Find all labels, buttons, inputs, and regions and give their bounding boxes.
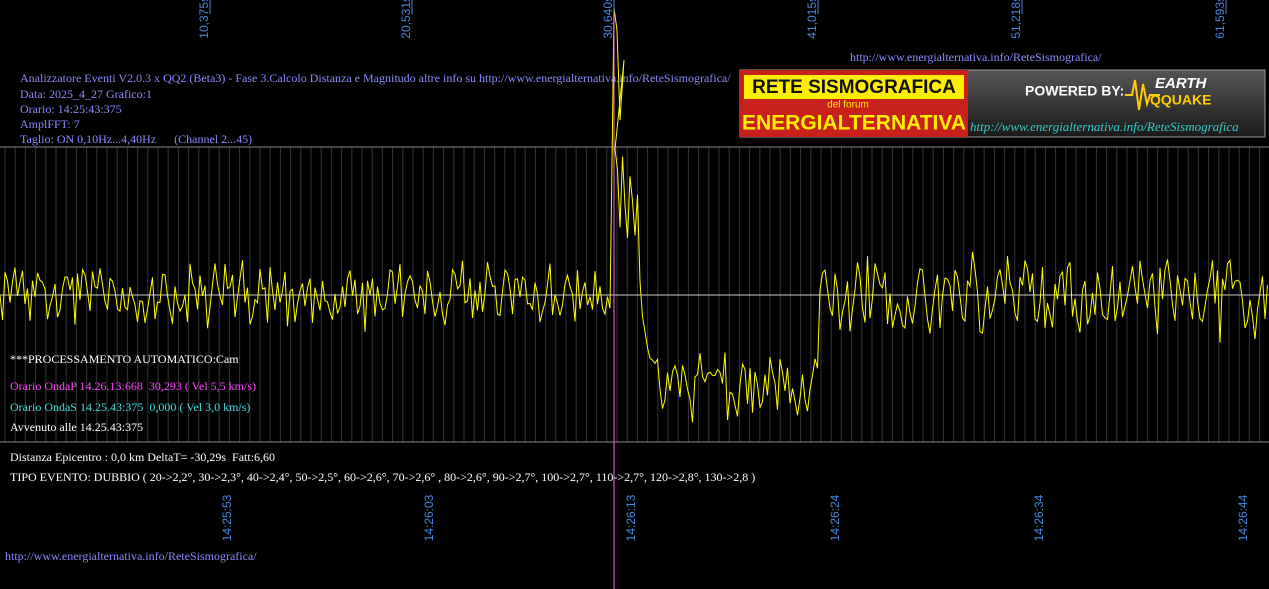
top-tick-label: 10,375s [197, 0, 211, 39]
logo-subtitle: del forum [827, 100, 869, 111]
processing-label: ***PROCESSAMENTO AUTOMATICO:Cam [10, 352, 239, 366]
onda-s: Orario OndaS 14.25.43:375 0,000 ( Vel 3,… [10, 400, 250, 414]
top-tick-label: 20,531s [399, 0, 413, 39]
distance: Distanza Epicentro : 0,0 km DeltaT= -30,… [10, 450, 275, 464]
logo-yellow [744, 75, 964, 99]
bottom-tick-label: 14:26:13 [624, 494, 638, 541]
logo-name: ENERGIALTERNATIVA [742, 112, 966, 135]
logo-url: http://www.energialternativa.info/ReteSi… [970, 119, 1239, 134]
time-axes: 10,375s 20,531s 30,640s 41,015s 51,218s 61,59… [197, 0, 1250, 541]
header-line: AmplFFT: 7 [20, 117, 80, 131]
top-tick-label: 51,218s [1009, 0, 1023, 39]
footer-url: http://www.energialternativa.info/ReteSi… [5, 549, 257, 563]
top-tick-label: 41,015s [805, 0, 819, 39]
logo-brand-top: EARTH [1155, 75, 1208, 92]
top-tick-label: 61,593s [1213, 0, 1227, 39]
header-line: Data: 2025_4_27 Grafico:1 [20, 87, 152, 101]
bottom-tick-label: 14:25:53 [220, 494, 234, 541]
bottom-tick-label: 14:26:44 [1236, 494, 1250, 541]
event-time: Avvenuto alle 14.25.43:375 [10, 420, 143, 434]
header-line: Orario: 14:25:43:375 [20, 102, 122, 116]
top-tick-label: 30,640s [601, 0, 615, 39]
header-line: Analizzatore Eventi V2.0.3 x QQ2 (Beta3)… [20, 71, 731, 85]
bottom-tick-label: 14:26:03 [422, 494, 436, 541]
event-type: TIPO EVENTO: DUBBIO ( 20->2,2°, 30->2,3°… [10, 470, 755, 484]
logo-powered: POWERED BY: [1025, 83, 1124, 99]
onda-p: Orario OndaP 14.26.13:668 30,293 ( Vel 5… [10, 379, 256, 393]
waveform [0, 7, 1268, 423]
logo: RETE SISMOGRAFICA del forum ENERGIALTERN… [739, 69, 1266, 138]
logo-brand-bottom: QQUAKE [1150, 92, 1211, 108]
logo-title: RETE SISMOGRAFICA [752, 77, 956, 98]
bottom-tick-label: 14:26:34 [1032, 494, 1046, 541]
header-line: Taglio: ON 0,10Hz...4,40Hz (Channel 2...… [20, 132, 252, 146]
logo-icon [1125, 79, 1160, 111]
header-url: http://www.energialternativa.info/ReteSi… [850, 50, 1102, 64]
bottom-tick-label: 14:26:24 [828, 494, 842, 541]
